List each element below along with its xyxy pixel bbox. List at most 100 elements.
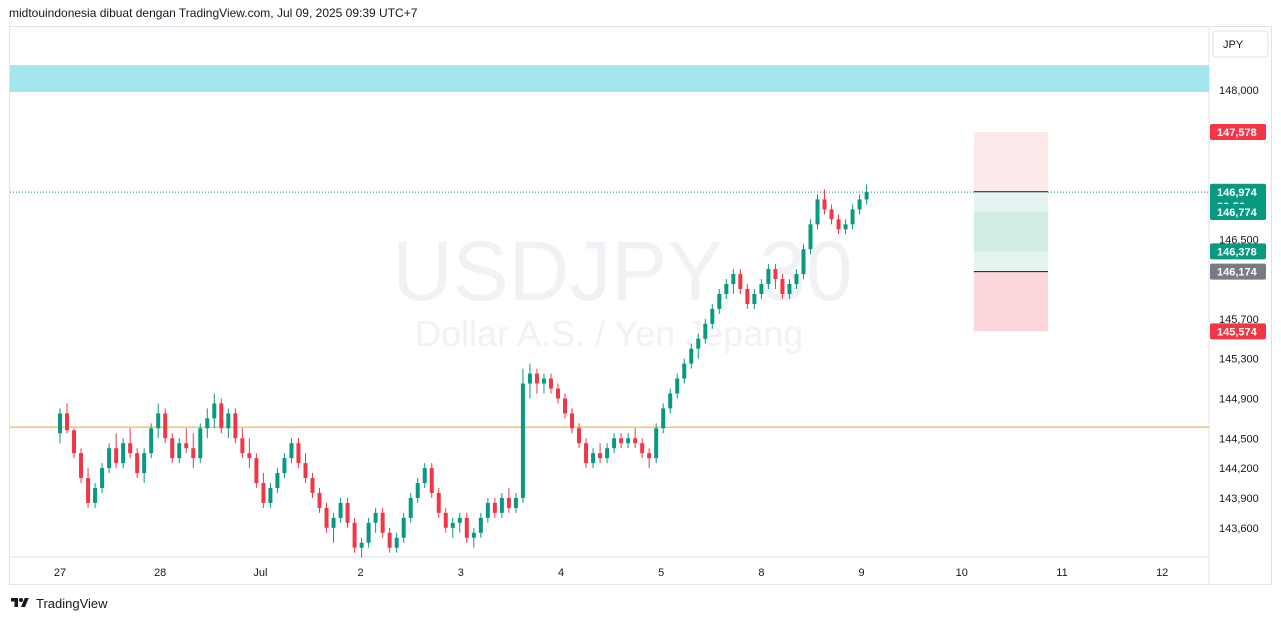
- candle[interactable]: [366, 517, 371, 548]
- candle[interactable]: [703, 318, 708, 344]
- candle[interactable]: [640, 438, 645, 459]
- resistance-zone[interactable]: [10, 65, 1209, 92]
- candle[interactable]: [759, 279, 764, 299]
- candle[interactable]: [240, 428, 245, 459]
- candle[interactable]: [331, 512, 336, 543]
- candle[interactable]: [408, 492, 413, 523]
- candle[interactable]: [471, 527, 476, 548]
- candle[interactable]: [359, 537, 364, 558]
- candle[interactable]: [380, 507, 385, 538]
- candle[interactable]: [422, 463, 427, 488]
- candle[interactable]: [128, 428, 133, 459]
- candle[interactable]: [689, 343, 694, 369]
- candle[interactable]: [247, 438, 252, 469]
- position-stop-zone-upper[interactable]: [973, 131, 1048, 192]
- candle[interactable]: [450, 517, 455, 538]
- candle[interactable]: [86, 468, 91, 508]
- candle[interactable]: [717, 289, 722, 314]
- candle[interactable]: [506, 488, 511, 513]
- candle[interactable]: [513, 492, 518, 513]
- candle[interactable]: [93, 483, 98, 508]
- candle[interactable]: [661, 403, 666, 434]
- candle[interactable]: [457, 512, 462, 533]
- candle[interactable]: [254, 453, 259, 488]
- candle[interactable]: [464, 512, 469, 543]
- candle[interactable]: [499, 492, 504, 518]
- candle[interactable]: [478, 512, 483, 538]
- candle[interactable]: [352, 517, 357, 553]
- candle[interactable]: [317, 488, 322, 513]
- candle[interactable]: [296, 438, 301, 469]
- candle[interactable]: [843, 219, 848, 235]
- candle[interactable]: [612, 433, 617, 454]
- candle[interactable]: [787, 279, 792, 299]
- candle[interactable]: [338, 497, 343, 523]
- candle[interactable]: [149, 423, 154, 459]
- candle[interactable]: [492, 497, 497, 518]
- candle[interactable]: [626, 433, 631, 449]
- candle[interactable]: [794, 269, 799, 289]
- candle[interactable]: [100, 463, 105, 493]
- candle[interactable]: [233, 408, 238, 444]
- candle[interactable]: [324, 502, 329, 533]
- candle[interactable]: [555, 383, 560, 404]
- candle[interactable]: [205, 408, 210, 439]
- candle[interactable]: [675, 373, 680, 399]
- candle[interactable]: [219, 398, 224, 434]
- candle[interactable]: [752, 289, 757, 309]
- candle[interactable]: [584, 438, 589, 469]
- candle[interactable]: [135, 448, 140, 479]
- candle[interactable]: [591, 448, 596, 469]
- candle[interactable]: [619, 433, 624, 449]
- candle[interactable]: [541, 373, 546, 394]
- chart-frame[interactable]: [9, 26, 1272, 585]
- candle[interactable]: [415, 478, 420, 503]
- tradingview-brand[interactable]: TradingView: [36, 595, 108, 611]
- candle[interactable]: [654, 423, 659, 464]
- candle[interactable]: [773, 264, 778, 289]
- candle[interactable]: [808, 219, 813, 255]
- candle[interactable]: [850, 204, 855, 230]
- candle[interactable]: [72, 428, 77, 459]
- candle[interactable]: [184, 428, 189, 454]
- candle[interactable]: [436, 488, 441, 518]
- candle[interactable]: [310, 473, 315, 498]
- candle[interactable]: [647, 448, 652, 469]
- candle[interactable]: [745, 284, 750, 309]
- candle[interactable]: [373, 507, 378, 533]
- currency-button[interactable]: [1212, 30, 1269, 58]
- candle[interactable]: [163, 408, 168, 444]
- candle[interactable]: [738, 269, 743, 294]
- candle[interactable]: [857, 194, 862, 215]
- candle[interactable]: [731, 269, 736, 294]
- candle[interactable]: [261, 473, 266, 508]
- candle[interactable]: [107, 443, 112, 474]
- candle[interactable]: [570, 408, 575, 434]
- candle[interactable]: [289, 438, 294, 464]
- candle[interactable]: [724, 279, 729, 299]
- candle[interactable]: [527, 363, 532, 399]
- tradingview-logo-icon[interactable]: [9, 596, 31, 610]
- candle[interactable]: [563, 393, 568, 419]
- candle[interactable]: [598, 443, 603, 464]
- position-inner-zone[interactable]: [973, 211, 1048, 252]
- candle[interactable]: [548, 373, 553, 394]
- candle[interactable]: [815, 194, 820, 230]
- position-stop-zone-lower[interactable]: [973, 271, 1048, 332]
- candle[interactable]: [345, 497, 350, 528]
- candle[interactable]: [520, 368, 525, 503]
- candle[interactable]: [401, 512, 406, 543]
- candle[interactable]: [668, 388, 673, 414]
- candle[interactable]: [142, 448, 147, 484]
- candle[interactable]: [605, 443, 610, 464]
- candle[interactable]: [198, 423, 203, 464]
- candle[interactable]: [121, 438, 126, 469]
- candle[interactable]: [836, 214, 841, 235]
- candle[interactable]: [282, 453, 287, 479]
- candle[interactable]: [387, 527, 392, 553]
- candle[interactable]: [79, 448, 84, 484]
- candle[interactable]: [268, 483, 273, 508]
- candle[interactable]: [191, 433, 196, 469]
- candle[interactable]: [212, 393, 217, 429]
- candle[interactable]: [156, 403, 161, 439]
